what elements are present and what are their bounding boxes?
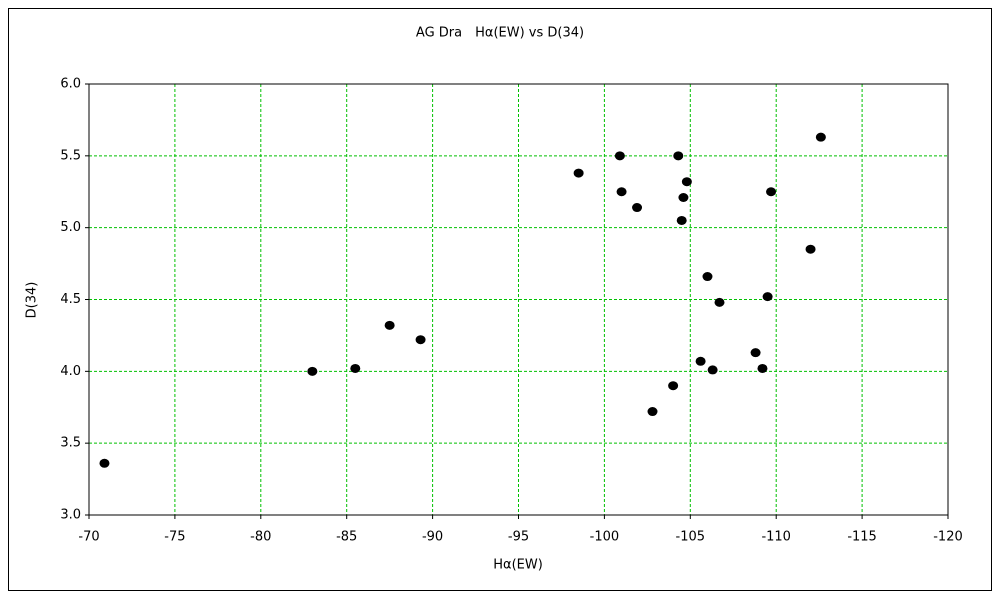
- x-tick-label: -110: [761, 530, 791, 545]
- point: [714, 297, 725, 307]
- point: [673, 151, 684, 161]
- point: [573, 168, 584, 178]
- point: [750, 348, 761, 358]
- chart-title: AG Dra Hα(EW) vs D(34): [416, 26, 584, 41]
- point: [632, 203, 643, 213]
- point: [350, 363, 361, 373]
- point: [614, 151, 625, 161]
- point: [815, 132, 826, 142]
- y-tick-label: 4.5: [60, 292, 81, 307]
- point: [668, 381, 679, 391]
- y-tick-label: 5.0: [60, 220, 81, 235]
- point: [695, 356, 706, 366]
- x-tick-label: -90: [422, 530, 443, 545]
- x-tick-label: -105: [676, 530, 706, 545]
- point: [805, 244, 816, 254]
- x-tick-label: -120: [933, 530, 963, 545]
- point: [647, 407, 658, 417]
- point: [762, 292, 773, 302]
- point: [707, 365, 718, 375]
- x-axis-label: Hα(EW): [493, 558, 543, 573]
- y-tick-label: 3.5: [60, 436, 81, 451]
- point: [384, 320, 395, 330]
- point: [415, 335, 426, 345]
- point: [757, 363, 768, 373]
- y-tick-label: 6.0: [60, 77, 81, 92]
- x-tick-label: -80: [250, 530, 271, 545]
- point: [678, 192, 689, 202]
- y-tick-label: 3.0: [60, 508, 81, 523]
- y-tick-label: 5.5: [60, 148, 81, 163]
- point: [616, 187, 627, 197]
- point: [99, 458, 110, 468]
- y-axis-label: D(34): [25, 282, 40, 319]
- y-tick-label: 4.0: [60, 364, 81, 379]
- x-tick-label: -85: [336, 530, 357, 545]
- x-tick-label: -70: [78, 530, 99, 545]
- plot-border: [88, 83, 949, 516]
- point: [676, 215, 687, 225]
- x-tick-label: -75: [164, 530, 185, 545]
- point: [307, 366, 318, 376]
- x-tick-label: -115: [847, 530, 877, 545]
- point: [702, 272, 713, 282]
- point: [681, 177, 692, 187]
- x-tick-label: -95: [508, 530, 529, 545]
- point: [766, 187, 777, 197]
- x-tick-label: -100: [590, 530, 620, 545]
